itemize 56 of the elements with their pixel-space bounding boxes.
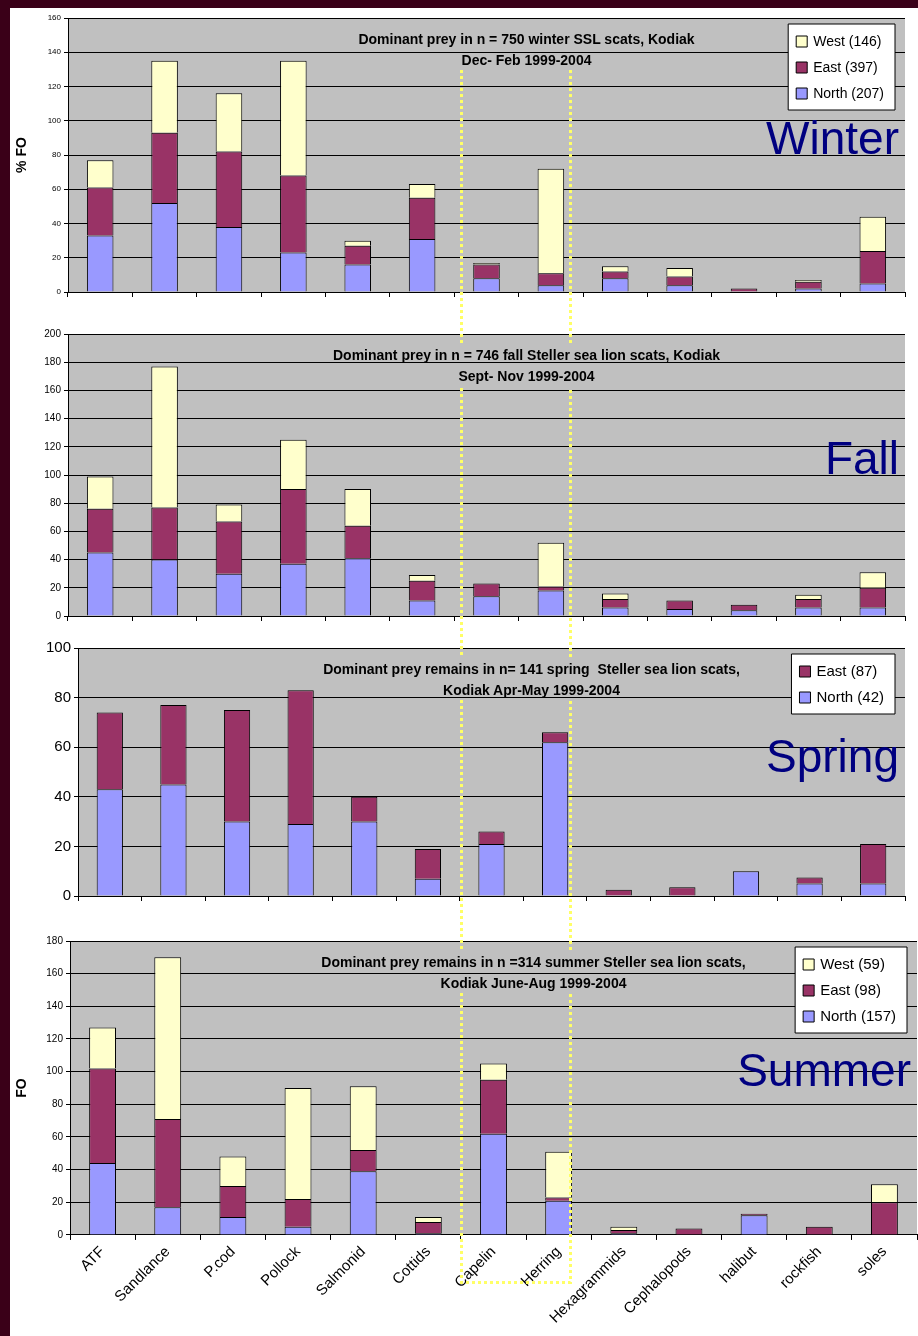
legend-label: North (42) [816,688,885,706]
text: Dec- Feb 1999-2004 [461,51,592,68]
y-tick-label: 140 [46,1000,64,1012]
text: Dominant prey in n = 750 winter SSL scats, Kodiak [358,30,695,47]
y-tick-label: 80 [52,150,62,160]
y-tick-label: 100 [47,115,62,125]
legend-label: North (207) [813,84,885,101]
legend-label: East (87) [816,662,878,680]
y-tick-label: 80 [54,687,71,705]
y-tick-label: 60 [49,525,62,537]
y-tick-label: 100 [44,468,62,480]
y-tick-label: 20 [51,1196,64,1208]
text: Dominant prey remains in n= 141 spring Steller sea lion scats, [323,660,740,677]
legend-label: East (98) [820,981,881,999]
y-tick-label: 20 [54,836,71,854]
text: Kodiak June-Aug 1999-2004 [440,974,627,991]
y-tick-label: 140 [47,47,62,57]
annotation: Fall [824,431,899,484]
annotation: Winter [766,111,899,164]
y-tick-label: 40 [49,553,62,565]
y-tick-label: 40 [52,218,62,228]
y-tick-label: 200 [44,327,62,339]
y-tick-label: 80 [51,1098,64,1110]
y-tick-label: 0 [55,609,62,621]
y-tick-label: 40 [51,1163,64,1175]
y-tick-label: 120 [47,81,62,91]
y-tick-label: 100 [46,1065,64,1077]
y-tick-label: 60 [52,184,62,194]
y-tick-label: 60 [51,1130,64,1142]
text: Kodiak Apr-May 1999-2004 [443,681,621,698]
legend-label: West (59) [820,955,885,973]
y-tick-label: 160 [47,13,62,23]
y-tick-label: 120 [46,1032,64,1044]
text: Sept- Nov 1999-2004 [458,367,595,384]
y-tick-label: 100 [45,638,71,656]
y-tick-label: 60 [54,737,71,755]
y-tick-label: 20 [49,581,62,593]
text: Dominant prey remains in n =314 summer Steller sea lion scats, [321,953,746,970]
y-tick-label: 0 [62,886,71,904]
y-axis-title: FO [13,1078,30,1098]
y-tick-label: 140 [44,412,62,424]
legend-label: East (397) [813,58,878,75]
y-tick-label: 160 [44,384,62,396]
y-tick-label: 80 [49,496,62,508]
y-tick-label: 20 [52,252,62,262]
y-tick-label: 0 [56,287,62,297]
legend-label: North (157) [820,1007,897,1025]
y-tick-label: 180 [44,355,62,367]
text: Dominant prey in n = 746 fall Steller sea lion scats, Kodiak [332,346,721,363]
y-tick-label: 160 [46,967,64,979]
legend-label: West (146) [813,32,882,49]
y-tick-label: 180 [46,934,64,946]
y-tick-label: 120 [44,440,62,452]
y-tick-label: 40 [54,786,71,804]
y-axis-title: % FO [13,137,30,173]
y-tick-label: 0 [57,1228,64,1240]
